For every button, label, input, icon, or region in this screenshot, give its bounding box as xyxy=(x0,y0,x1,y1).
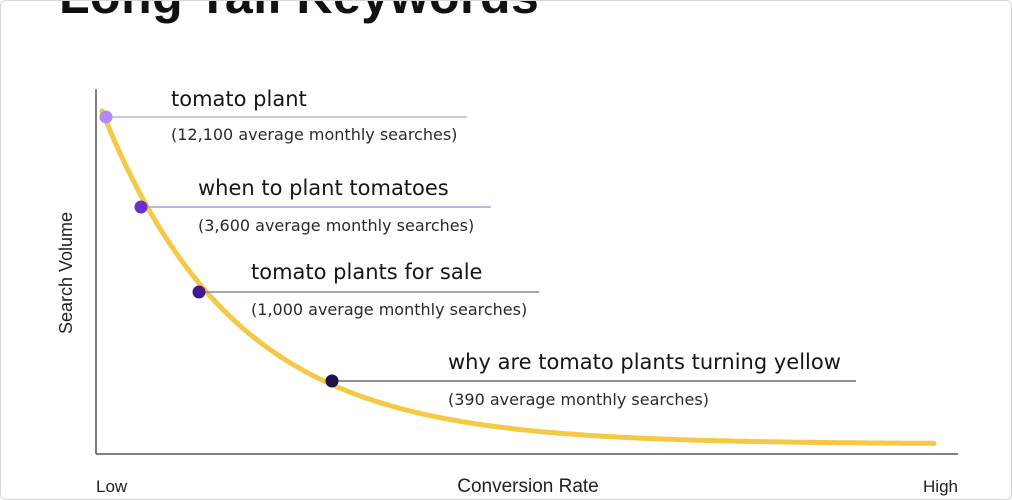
keyword-annotation: tomato plant (12,100 average monthly sea… xyxy=(99,87,467,144)
keyword-point xyxy=(325,374,339,388)
keyword-label: tomato plants for sale xyxy=(251,260,482,284)
y-axis-label: Search Volume xyxy=(56,212,76,334)
keyword-searches: (3,600 average monthly searches) xyxy=(198,216,474,235)
keyword-label: why are tomato plants turning yellow xyxy=(448,350,841,374)
keyword-searches: (12,100 average monthly searches) xyxy=(171,125,457,144)
keyword-label: tomato plant xyxy=(171,87,307,111)
keyword-annotation: why are tomato plants turning yellow (39… xyxy=(325,350,856,409)
keyword-label: when to plant tomatoes xyxy=(198,176,449,200)
keyword-point xyxy=(192,285,206,299)
x-tick-high: High xyxy=(923,477,958,496)
keyword-annotation: when to plant tomatoes (3,600 average mo… xyxy=(134,176,491,235)
keyword-point xyxy=(99,110,113,124)
keyword-searches: (390 average monthly searches) xyxy=(448,390,709,409)
x-axis-label: Conversion Rate xyxy=(457,476,599,497)
search-volume-curve xyxy=(99,108,937,446)
keyword-point xyxy=(134,200,148,214)
keyword-searches: (1,000 average monthly searches) xyxy=(251,300,527,319)
keyword-annotation: tomato plants for sale (1,000 average mo… xyxy=(192,260,539,319)
x-tick-low: Low xyxy=(96,477,128,496)
chart-title: Long Tail Keywords xyxy=(59,1,539,25)
